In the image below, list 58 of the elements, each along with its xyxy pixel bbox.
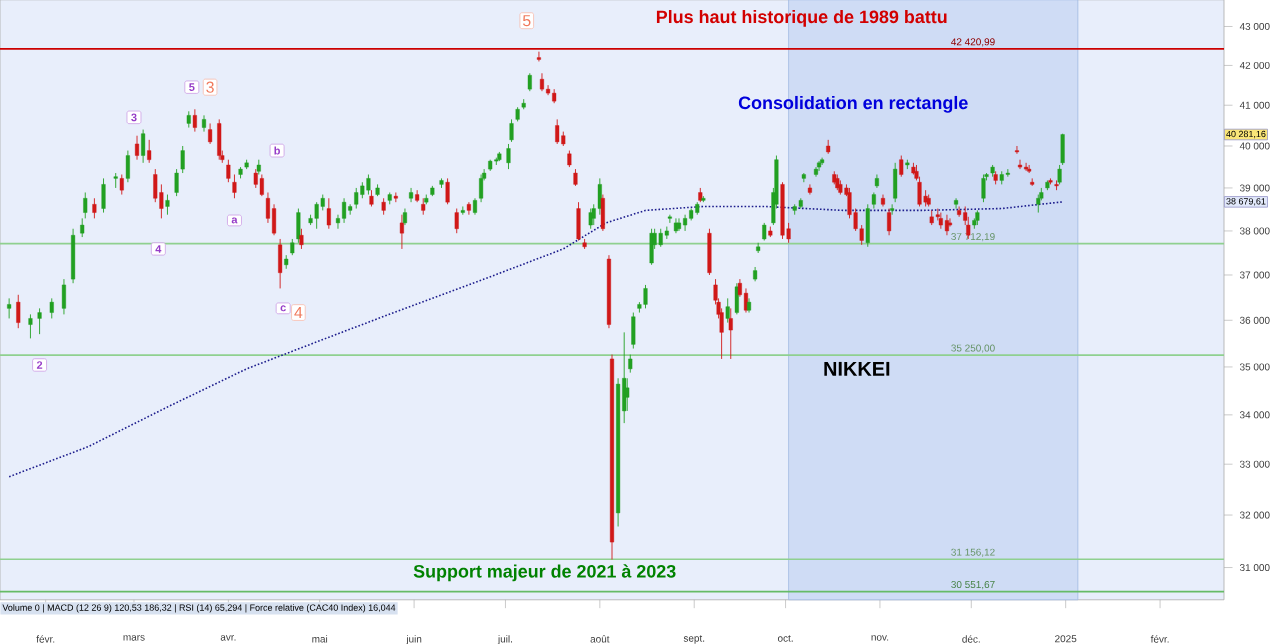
candlestick xyxy=(957,206,962,218)
candlestick xyxy=(7,297,12,319)
candlestick xyxy=(683,214,688,232)
candlestick xyxy=(807,183,812,195)
candlestick xyxy=(49,297,54,319)
candlestick xyxy=(119,174,124,195)
candlestick xyxy=(631,312,636,349)
candlestick xyxy=(1027,164,1032,174)
candlestick xyxy=(71,228,76,284)
candlestick xyxy=(445,177,450,205)
candlestick xyxy=(649,228,654,266)
candlestick xyxy=(506,143,511,170)
candlestick xyxy=(899,155,904,178)
candlestick xyxy=(454,208,459,234)
candlestick xyxy=(61,278,66,315)
candlestick xyxy=(28,313,33,339)
candlestick xyxy=(725,297,730,324)
candlestick xyxy=(37,307,42,335)
candlestick xyxy=(314,201,319,230)
candlestick xyxy=(890,203,895,216)
candlestick xyxy=(342,197,347,224)
candlestick xyxy=(113,172,118,189)
candlestick xyxy=(101,177,106,214)
candlestick xyxy=(208,122,213,145)
candlestick xyxy=(917,176,922,207)
annotation: Support majeur de 2021 à 2023 xyxy=(413,564,676,582)
candlestick xyxy=(944,214,949,236)
candlestick xyxy=(92,197,97,219)
candlestick xyxy=(299,228,304,250)
candlestick xyxy=(643,284,648,309)
candlestick xyxy=(125,150,130,183)
candlestick xyxy=(588,208,593,230)
annotation: Plus haut historique de 1989 battu xyxy=(656,10,947,27)
candlestick xyxy=(83,192,88,219)
candlestick xyxy=(625,377,630,412)
candlestick xyxy=(134,135,140,161)
text: NIKKEI xyxy=(824,361,890,376)
candlestick xyxy=(201,114,207,133)
candlestick xyxy=(141,129,146,164)
candlestick xyxy=(555,118,560,145)
band-label: Consolidation en rectangle xyxy=(738,95,968,113)
candlestick xyxy=(147,139,152,164)
candlestick xyxy=(707,228,712,276)
candlestick xyxy=(466,201,471,216)
candlestick xyxy=(893,162,898,203)
candlestick xyxy=(192,108,197,133)
candlestick xyxy=(734,282,739,315)
candlestick xyxy=(409,187,414,203)
candlestick xyxy=(326,197,331,230)
line-series xyxy=(8,201,1064,478)
candlestick xyxy=(165,194,170,216)
candlestick xyxy=(253,168,258,189)
candlestick xyxy=(354,187,359,209)
candlestick xyxy=(278,238,283,289)
candlestick xyxy=(16,294,21,329)
candlestick xyxy=(399,214,404,250)
candlestick xyxy=(576,201,581,241)
candlestick xyxy=(658,228,663,248)
